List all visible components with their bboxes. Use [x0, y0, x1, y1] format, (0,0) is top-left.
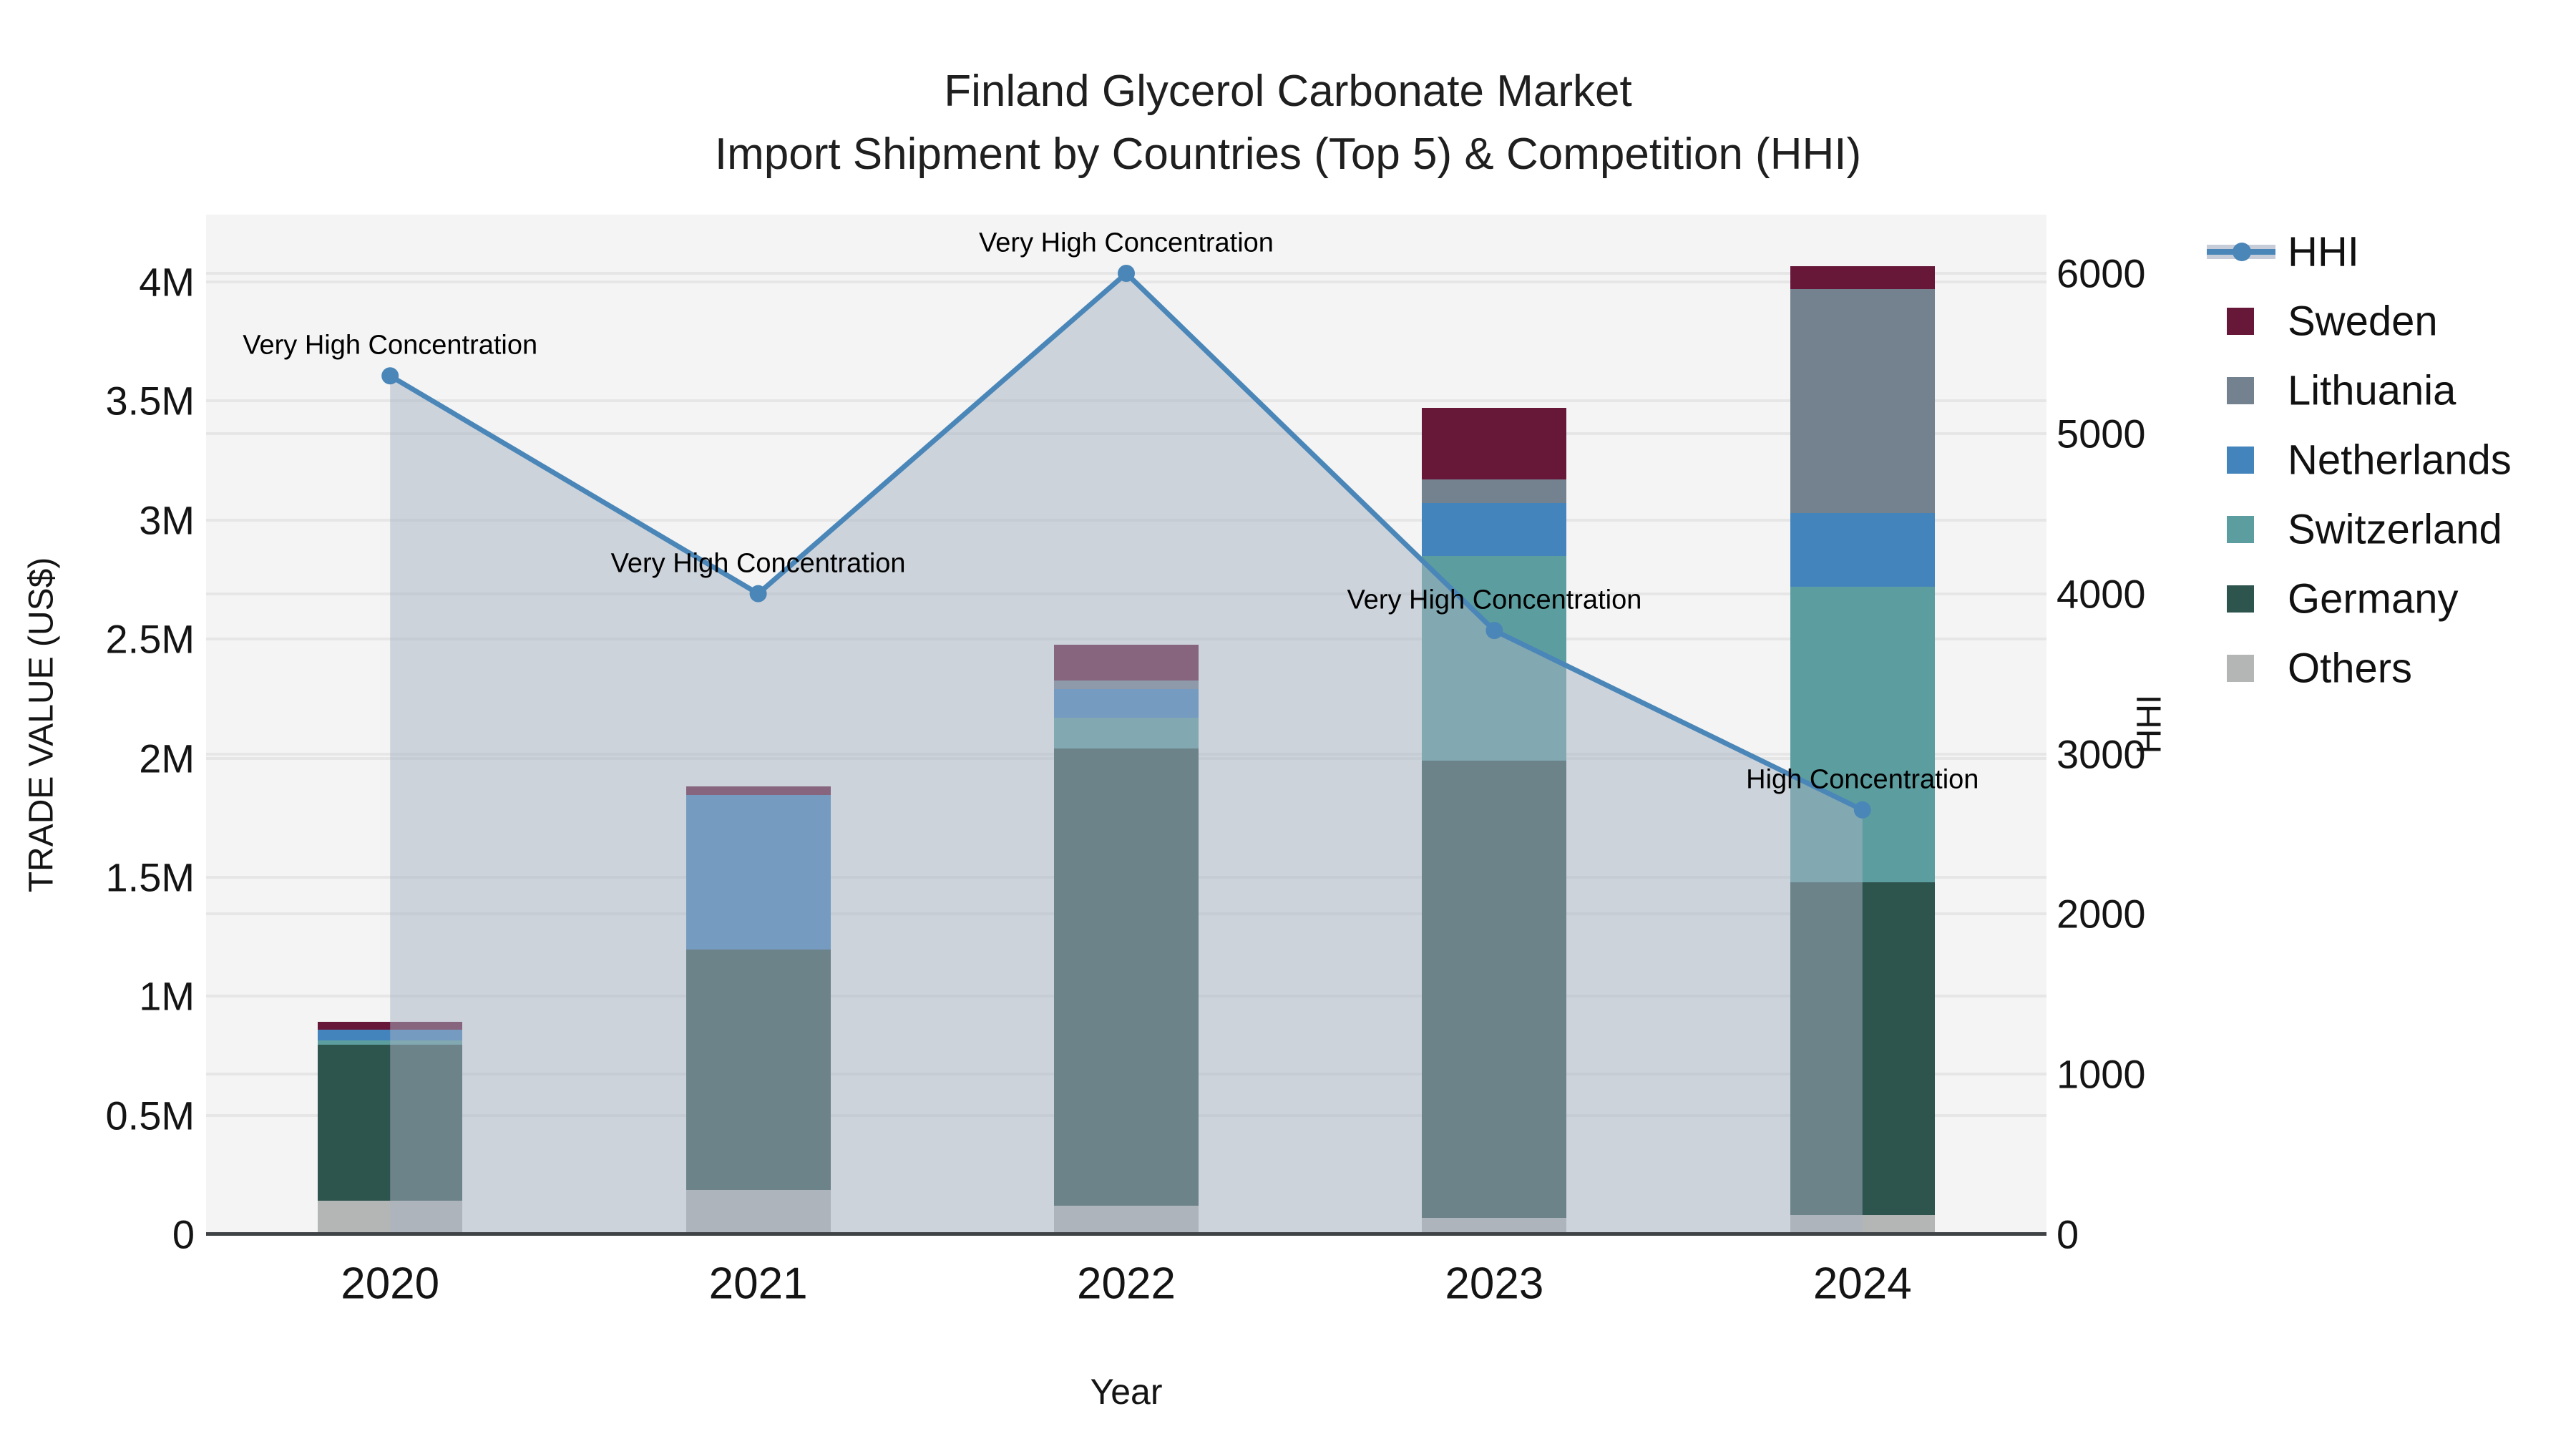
bar-segment-lithuania-2024[interactable] — [1790, 288, 1935, 513]
hhi-area-fill — [390, 273, 1863, 1233]
bar-segment-sweden-2020[interactable] — [318, 1022, 463, 1030]
right-axis-title: HHI — [2130, 694, 2169, 754]
hhi-marker-2020[interactable] — [381, 367, 399, 385]
left-tick-3.5M: 3.5M — [105, 378, 195, 424]
hhi-marker-2021[interactable] — [749, 585, 767, 602]
chart-title-line1: Finland Glycerol Carbonate Market — [944, 67, 1632, 116]
legend-label-sweden: Sweden — [2288, 298, 2438, 345]
hhi-legend-marker — [2233, 243, 2251, 261]
annotation-2022: Very High Concentration — [979, 228, 1274, 258]
bar-segment-sweden-2023[interactable] — [1422, 408, 1567, 480]
legend-label-germany: Germany — [2288, 575, 2459, 623]
annotation-2020: Very High Concentration — [243, 330, 538, 361]
x-tick-2024: 2024 — [1813, 1259, 1912, 1309]
x-axis-title: Year — [1090, 1372, 1163, 1412]
left-tick-2M: 2M — [139, 736, 195, 781]
right-tick-5000: 5000 — [2057, 411, 2146, 457]
hhi-marker-2024[interactable] — [1853, 801, 1871, 819]
x-tick-2020: 2020 — [341, 1259, 440, 1309]
hhi-marker-2022[interactable] — [1118, 265, 1135, 282]
right-tick-0: 0 — [2057, 1211, 2079, 1257]
legend-label-switzerland: Switzerland — [2288, 506, 2502, 553]
hhi-marker-2023[interactable] — [1485, 622, 1503, 640]
annotation-2024: High Concentration — [1746, 764, 1979, 795]
legend-swatch-sweden — [2227, 308, 2254, 335]
legend-swatch-lithuania — [2227, 377, 2254, 404]
legend-swatch-germany — [2227, 585, 2254, 613]
bar-segment-lithuania-2023[interactable] — [1422, 479, 1567, 504]
legend-swatch-others — [2227, 655, 2254, 682]
left-tick-0: 0 — [172, 1211, 195, 1257]
right-tick-1000: 1000 — [2057, 1051, 2146, 1097]
legend-label-others: Others — [2288, 645, 2413, 692]
left-axis-title: TRADE VALUE (US$) — [22, 557, 61, 892]
left-tick-0.5M: 0.5M — [105, 1093, 195, 1138]
x-tick-2022: 2022 — [1077, 1259, 1176, 1309]
legend-swatch-netherlands — [2227, 447, 2254, 474]
left-tick-1.5M: 1.5M — [105, 854, 195, 900]
bar-segment-netherlands-2023[interactable] — [1422, 503, 1567, 556]
legend-label-netherlands: Netherlands — [2288, 436, 2512, 484]
bar-segment-netherlands-2024[interactable] — [1790, 512, 1935, 587]
bar-segment-switzerland-2020[interactable] — [318, 1040, 463, 1045]
x-tick-2023: 2023 — [1445, 1259, 1544, 1309]
legend-swatch-switzerland — [2227, 516, 2254, 543]
left-tick-3M: 3M — [139, 497, 195, 543]
right-tick-3000: 3000 — [2057, 731, 2146, 776]
legend-label-lithuania: Lithuania — [2288, 367, 2457, 414]
left-tick-1M: 1M — [139, 973, 195, 1019]
annotation-2021: Very High Concentration — [610, 548, 906, 579]
annotation-2023: Very High Concentration — [1347, 585, 1642, 615]
bar-segment-sweden-2024[interactable] — [1790, 266, 1935, 289]
right-tick-2000: 2000 — [2057, 891, 2146, 937]
right-tick-6000: 6000 — [2057, 250, 2146, 296]
chart-title-line2: Import Shipment by Countries (Top 5) & C… — [714, 130, 1862, 179]
x-axis-line — [206, 1232, 2046, 1236]
x-tick-2021: 2021 — [708, 1259, 808, 1309]
legend-label-hhi: HHI — [2288, 228, 2359, 275]
left-tick-2.5M: 2.5M — [105, 616, 195, 662]
right-tick-4000: 4000 — [2057, 571, 2146, 617]
left-tick-4M: 4M — [139, 259, 195, 305]
